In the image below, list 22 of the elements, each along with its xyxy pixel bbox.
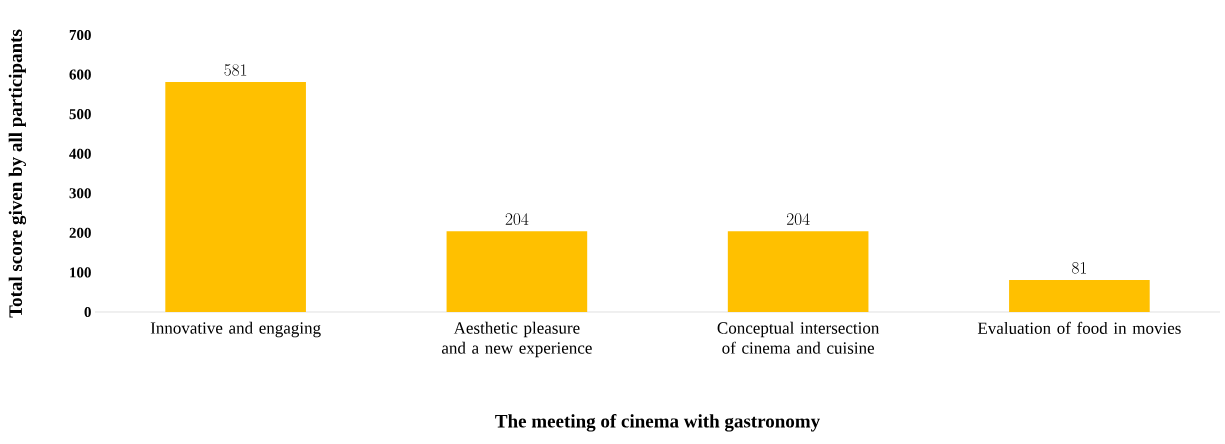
data-label: 204 [505, 213, 529, 226]
y-tick-label: 0 [84, 306, 91, 318]
bar [446, 231, 588, 312]
data-label: 81 [1072, 262, 1087, 274]
x-tick-label: Aesthetic pleasure and a new experience [441, 321, 592, 358]
x-tick-label: Innovative and engaging [150, 321, 321, 338]
y-tick-label: 700 [69, 29, 91, 41]
y-axis-title: Total score given by all participants [8, 29, 27, 318]
y-tick-label: 600 [69, 69, 91, 80]
x-axis-title: The meeting of cinema with gastronomy [495, 414, 820, 432]
bar [165, 82, 306, 312]
bar [727, 231, 869, 312]
x-tick-label: Evaluation of food in movies [977, 321, 1181, 334]
y-tick-label: 400 [69, 148, 91, 159]
y-tick-label: 100 [70, 267, 91, 278]
data-label: 204 [786, 213, 810, 226]
bar [1009, 279, 1150, 312]
x-tick-label: Conceptual intersection of cinema and cuisine [717, 321, 880, 354]
y-tick-label: 300 [69, 188, 91, 199]
data-label: 581 [224, 64, 247, 76]
y-tick-label: 200 [69, 227, 91, 238]
y-tick-label: 500 [69, 109, 91, 120]
